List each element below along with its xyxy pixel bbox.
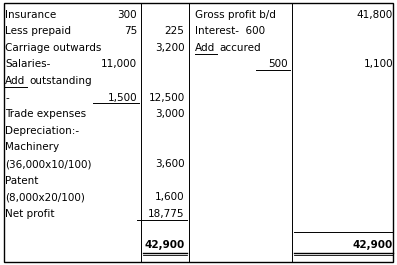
- Text: 1,600: 1,600: [155, 192, 185, 202]
- Text: (8,000x20/100): (8,000x20/100): [5, 192, 85, 202]
- Text: 42,900: 42,900: [145, 240, 185, 250]
- Text: 3,200: 3,200: [155, 43, 185, 53]
- Text: 1,100: 1,100: [363, 59, 393, 69]
- Text: Net profit: Net profit: [5, 209, 55, 219]
- Text: 3,600: 3,600: [155, 159, 185, 169]
- Text: 225: 225: [165, 26, 185, 36]
- Text: 1,500: 1,500: [107, 93, 137, 103]
- Text: Less prepaid: Less prepaid: [5, 26, 71, 36]
- Text: 11,000: 11,000: [101, 59, 137, 69]
- Text: Trade expenses: Trade expenses: [5, 109, 86, 119]
- Text: Add: Add: [195, 43, 215, 53]
- Text: 42,900: 42,900: [353, 240, 393, 250]
- Text: Carriage outwards: Carriage outwards: [5, 43, 102, 53]
- Text: 300: 300: [118, 10, 137, 20]
- Text: 41,800: 41,800: [357, 10, 393, 20]
- Text: (36,000x10/100): (36,000x10/100): [5, 159, 92, 169]
- Text: Gross profit b/d: Gross profit b/d: [195, 10, 276, 20]
- Text: 75: 75: [124, 26, 137, 36]
- Text: Depreciation:-: Depreciation:-: [5, 126, 79, 136]
- Text: Salaries-: Salaries-: [5, 59, 50, 69]
- Text: Machinery: Machinery: [5, 143, 59, 152]
- Text: accured: accured: [219, 43, 261, 53]
- Text: 3,000: 3,000: [155, 109, 185, 119]
- Text: Patent: Patent: [5, 176, 39, 186]
- Text: Interest-  600: Interest- 600: [195, 26, 265, 36]
- Text: 18,775: 18,775: [148, 209, 185, 219]
- Text: Insurance: Insurance: [5, 10, 56, 20]
- Text: 12,500: 12,500: [148, 93, 185, 103]
- Text: 500: 500: [268, 59, 288, 69]
- Text: Add: Add: [5, 76, 25, 86]
- Text: -: -: [5, 93, 9, 103]
- Text: outstanding: outstanding: [29, 76, 92, 86]
